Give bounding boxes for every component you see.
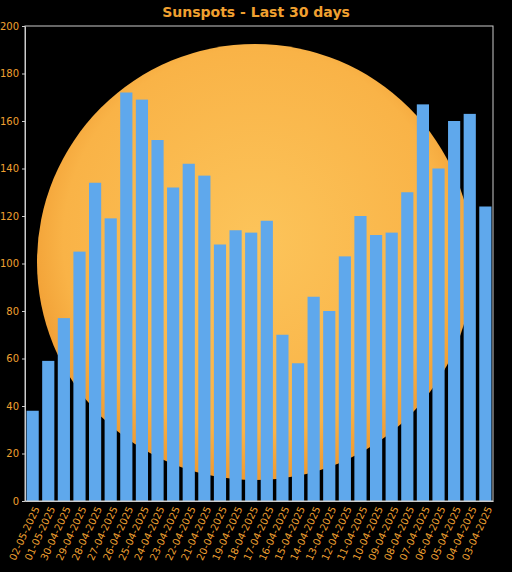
- y-axis: 0 20 40 60 80 100 120 140 160 180 200: [0, 21, 26, 507]
- bar: [105, 218, 117, 501]
- bar: [479, 207, 491, 502]
- bar: [292, 363, 304, 501]
- y-tick: 140: [0, 163, 25, 174]
- bar: [151, 140, 163, 501]
- background: [0, 0, 512, 572]
- y-tick-mark: [22, 454, 25, 455]
- bar: [120, 93, 132, 502]
- x-tick-label: 03-04-2025: [460, 505, 495, 562]
- bar: [42, 361, 54, 501]
- y-tick-mark: [22, 216, 25, 217]
- y-tick-mark: [22, 501, 25, 502]
- bar: [464, 114, 476, 501]
- y-tick: 100: [0, 258, 25, 269]
- bar: [276, 335, 288, 501]
- bar: [401, 192, 413, 501]
- x-axis: 02-05-202501-05-202530-04-202529-04-2025…: [7, 502, 494, 563]
- y-tick: 60: [6, 353, 25, 364]
- bar: [167, 188, 179, 502]
- y-tick-label: 120: [0, 211, 19, 222]
- plot: 0 20 40 60 80 100 120 140 160 180 200 02-05-202501-…: [0, 21, 494, 562]
- y-tick: 180: [0, 68, 25, 79]
- y-axis-line: [25, 27, 26, 502]
- chart: Sunspots - Last 30 days 0 20 40 60 80 100 120 14…: [0, 0, 512, 572]
- y-tick-mark: [22, 406, 25, 407]
- y-tick: 120: [0, 211, 25, 222]
- x-axis-line: [26, 501, 494, 502]
- y-tick-label: 60: [6, 353, 19, 364]
- y-tick-label: 160: [0, 116, 19, 127]
- y-tick: 0: [13, 496, 25, 507]
- y-tick-label: 0: [13, 496, 19, 507]
- y-tick-label: 180: [0, 68, 19, 79]
- y-tick-mark: [22, 311, 25, 312]
- y-tick: 160: [0, 116, 25, 127]
- y-tick-mark: [22, 74, 25, 75]
- bar: [432, 169, 444, 502]
- bar: [73, 252, 85, 501]
- y-tick-mark: [22, 121, 25, 122]
- title: Sunspots - Last 30 days: [162, 4, 350, 20]
- bar: [27, 411, 39, 501]
- bar: [323, 311, 335, 501]
- bar: [214, 245, 226, 502]
- y-tick-label: 20: [6, 448, 19, 459]
- y-tick: 200: [0, 21, 25, 32]
- bar: [308, 297, 320, 501]
- y-tick: 20: [6, 448, 25, 459]
- y-tick-mark: [22, 359, 25, 360]
- bar: [339, 256, 351, 501]
- bar: [58, 318, 70, 501]
- x-tick: 03-04-2025: [460, 505, 495, 562]
- bar: [417, 104, 429, 501]
- bar: [183, 164, 195, 501]
- bars: [27, 93, 492, 502]
- bar: [370, 235, 382, 501]
- bar: [386, 233, 398, 501]
- y-tick: 40: [6, 401, 25, 412]
- bar: [89, 183, 101, 501]
- y-tick-mark: [22, 26, 25, 27]
- y-tick-mark: [22, 169, 25, 170]
- y-tick-label: 140: [0, 163, 19, 174]
- bar: [354, 216, 366, 501]
- y-tick-label: 200: [0, 21, 19, 32]
- y-tick-label: 80: [6, 306, 19, 317]
- bar: [261, 221, 273, 501]
- bar: [229, 230, 241, 501]
- bar: [245, 233, 257, 501]
- y-tick: 80: [6, 306, 25, 317]
- y-tick-label: 100: [0, 258, 19, 269]
- bar: [198, 176, 210, 501]
- y-tick-mark: [22, 264, 25, 265]
- y-tick-label: 40: [6, 401, 19, 412]
- plot-frame: [25, 26, 493, 501]
- bar: [448, 121, 460, 501]
- bar: [136, 100, 148, 501]
